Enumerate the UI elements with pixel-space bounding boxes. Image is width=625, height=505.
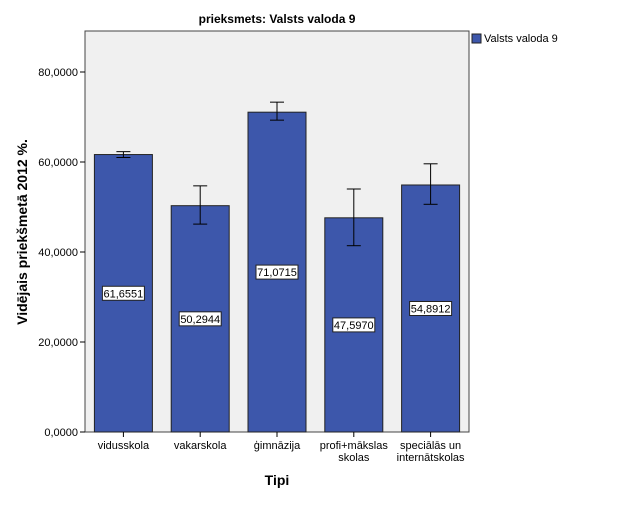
x-axis: vidusskola vakarskola ģimnāzija profi+māksl… — [98, 432, 465, 464]
data-label-box — [178, 311, 222, 327]
y-tick-label: 0,0000 — [44, 427, 78, 439]
y-tick-label: 80,0000 — [38, 67, 78, 79]
y-axis-label: Vidējais priekšmetā 2012 %. — [14, 139, 30, 325]
x-tick-label: ģimnāzija — [254, 439, 301, 452]
y-tick-label: 60,0000 — [38, 157, 78, 169]
x-axis-label: Tipi — [265, 472, 290, 488]
x-tick-label: profi+mākslas — [320, 440, 389, 452]
data-label-box — [101, 285, 145, 301]
x-tick-label: skolas — [338, 452, 370, 464]
y-tick-label: 20,0000 — [38, 337, 78, 349]
y-tick-label: 40,0000 — [38, 247, 78, 259]
x-tick-label: vakarskola — [174, 440, 227, 452]
x-tick-label: internātskolas — [397, 452, 465, 464]
data-label-box — [409, 300, 453, 316]
data-label: 50,2944 — [180, 314, 220, 326]
data-label-box — [255, 264, 299, 280]
data-label: 71,0715 — [257, 267, 297, 279]
data-label-box — [332, 317, 376, 333]
data-label: 47,5970 — [334, 320, 374, 332]
bars: 61,6551 50,2944 71,0715 47,5970 54,8912 — [93, 101, 461, 433]
legend-label: Valsts valoda 9 — [484, 33, 558, 45]
y-axis: 0,0000 20,0000 40,0000 60,0000 80,0000 — [38, 67, 85, 439]
data-label: 54,8912 — [411, 303, 451, 315]
data-label: 61,6551 — [104, 288, 144, 300]
chart-title: prieksmets: Valsts valoda 9 — [199, 12, 356, 26]
legend: Valsts valoda 9 — [471, 33, 558, 45]
x-tick-label: vidusskola — [98, 440, 150, 452]
x-tick-label: speciālās un — [400, 440, 461, 452]
legend-swatch — [471, 33, 482, 44]
